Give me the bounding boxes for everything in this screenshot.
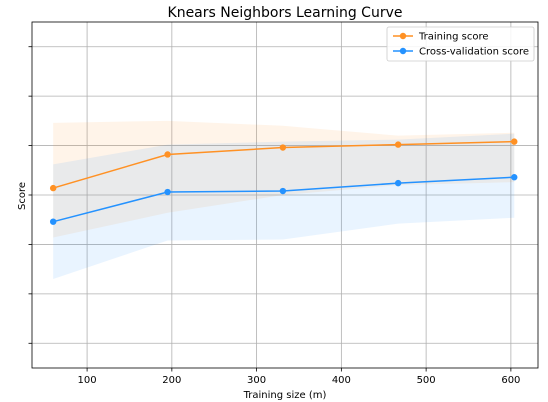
series-1-point [394, 141, 402, 148]
series-1-point [164, 151, 171, 158]
legend-marker-2 [399, 47, 407, 55]
series-2-point [394, 179, 402, 187]
series-2-point [164, 188, 171, 196]
x-tick-label: 600 [501, 375, 520, 386]
legend-box [386, 26, 535, 62]
series-band-1 [53, 120, 515, 238]
legend-label-2: Cross-validation score [419, 47, 529, 58]
x-tick-label: 300 [247, 375, 266, 386]
x-tick-label: 400 [332, 375, 351, 386]
x-tick-label: 500 [417, 375, 436, 386]
legend-marker-1 [399, 32, 407, 40]
series-2-point [279, 187, 287, 195]
series-1-point [49, 184, 57, 192]
series-2-point [511, 174, 518, 181]
chart-title: Knears Neighbors Learning Curve [168, 5, 403, 21]
x-tick-label: 200 [162, 375, 181, 386]
x-tick-label: 100 [78, 375, 97, 386]
legend-label-1: Training score [418, 32, 489, 43]
legend: Training score Cross-validation score [386, 26, 535, 62]
y-axis-label: Score [17, 182, 28, 210]
plot-area: 100 200 300 400 500 600 [28, 21, 539, 386]
series-1-point [279, 144, 287, 151]
series-2-point [49, 218, 57, 225]
x-axis-label: Training size (m) [243, 390, 327, 401]
series-band-2 [53, 133, 515, 280]
series-1-point [511, 138, 518, 145]
